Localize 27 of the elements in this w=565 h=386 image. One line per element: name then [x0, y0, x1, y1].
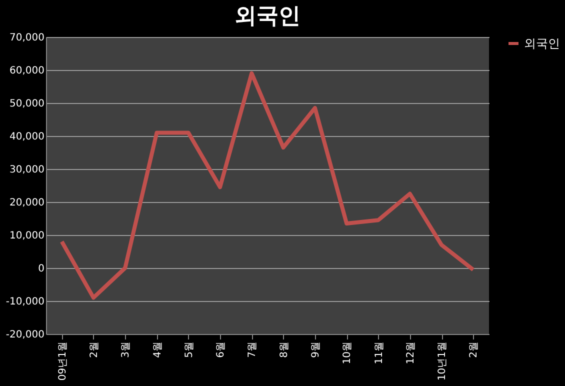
y-tick-label: 10,000 — [10, 230, 44, 242]
x-tick-label: 3월 — [120, 342, 132, 358]
y-tick-label: 70,000 — [10, 32, 44, 44]
legend-label: 외국인 — [524, 36, 560, 50]
x-tick-label: 10월 — [342, 342, 354, 364]
y-tick-label: 20,000 — [10, 198, 44, 208]
y-tick-label: -20,000 — [6, 330, 44, 340]
y-tick-label: 40,000 — [10, 132, 44, 142]
x-tick-label: 2월 — [468, 342, 480, 358]
y-tick-label: 0 — [38, 264, 44, 274]
x-tick-label: 5월 — [184, 342, 195, 358]
x-tick-label: 2월 — [88, 342, 100, 358]
x-tick-label: 4월 — [152, 342, 164, 358]
x-tick-label: 6월 — [216, 342, 227, 358]
x-tick-label: 12월 — [405, 342, 416, 364]
x-tick-label: 7월 — [247, 342, 258, 358]
y-tick-label: 50,000 — [10, 98, 44, 110]
x-tick-label: 11월 — [374, 342, 385, 364]
x-tick-label: 9월 — [310, 342, 322, 358]
y-tick-label: 60,000 — [10, 66, 44, 76]
x-tick-label: 8월 — [278, 342, 290, 358]
chart-title: 외국인 — [234, 4, 300, 29]
line-series — [60, 71, 476, 300]
y-tick-label: -10,000 — [6, 296, 44, 308]
x-tick-label: 10년1월 — [437, 342, 448, 381]
x-tick-label: 09년1월 — [57, 342, 68, 381]
y-tick-label: 30,000 — [10, 164, 44, 176]
